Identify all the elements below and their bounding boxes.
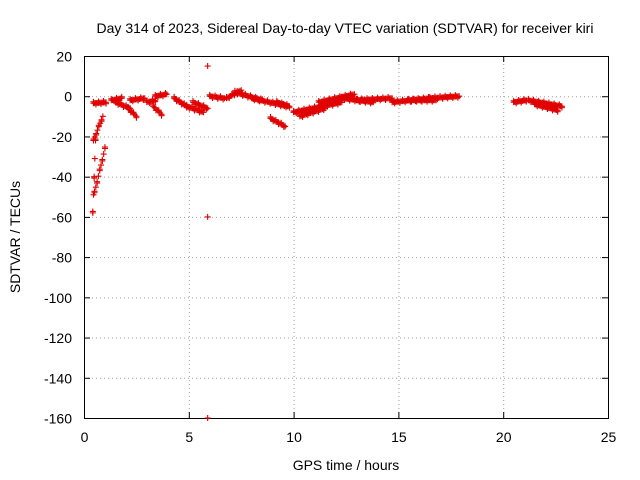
y-tick-label: -20 [52, 129, 72, 145]
data-point [118, 93, 125, 100]
y-tick-label: 20 [56, 49, 72, 65]
data-point [151, 104, 158, 111]
data-point [426, 93, 433, 100]
data-point [94, 127, 101, 134]
data-point [95, 173, 102, 180]
data-point [437, 93, 444, 100]
data-point [200, 109, 207, 116]
data-point [369, 94, 376, 101]
data-point [158, 112, 165, 119]
data-point [322, 105, 329, 112]
x-tick-label: 20 [496, 429, 512, 445]
data-point [353, 95, 360, 102]
data-point [447, 92, 454, 99]
data-point [125, 103, 132, 110]
data-point [99, 113, 106, 120]
data-point [385, 94, 392, 101]
data-point [91, 155, 98, 162]
outlier-point [204, 63, 211, 70]
data-point [456, 93, 463, 100]
data-point [93, 131, 100, 138]
data-point [424, 98, 431, 105]
x-axis-label: GPS time / hours [293, 457, 400, 473]
x-tick-label: 25 [601, 429, 617, 445]
data-point [89, 208, 96, 215]
x-tick-label: 5 [185, 429, 193, 445]
data-point [282, 123, 289, 130]
data-point [103, 100, 110, 107]
data-point [155, 107, 162, 114]
plot-frame [84, 56, 609, 419]
data-point [99, 157, 106, 164]
x-tick-label: 10 [286, 429, 302, 445]
data-points [89, 63, 565, 421]
data-point [94, 180, 101, 187]
outlier-point [204, 213, 211, 220]
y-tick-label: -140 [44, 370, 72, 386]
data-point [280, 124, 287, 131]
data-point [163, 91, 170, 98]
data-point [91, 188, 98, 195]
x-tick-label: 0 [81, 429, 89, 445]
x-axis: 0 5 10 15 20 25 [81, 56, 617, 445]
data-point [220, 96, 227, 103]
data-point [452, 92, 459, 99]
data-point [411, 95, 418, 102]
y-tick-label: -120 [44, 330, 72, 346]
data-point [204, 105, 211, 112]
data-point [431, 93, 438, 100]
data-point [132, 111, 139, 118]
chart-title: Day 314 of 2023, Sidereal Day-to-day VTE… [97, 20, 594, 36]
data-point [96, 166, 103, 173]
data-point [405, 95, 412, 102]
data-point [98, 162, 105, 169]
y-tick-label: -80 [52, 250, 72, 266]
data-point [554, 108, 561, 115]
data-point [133, 114, 140, 121]
y-axis: -160 -140 -120 -100 -80 -60 -40 -20 0 20 [44, 49, 608, 427]
y-tick-label: -100 [44, 290, 72, 306]
data-point [413, 98, 420, 105]
data-point [92, 184, 99, 191]
data-point [91, 175, 98, 182]
data-point [408, 98, 415, 105]
outlier-point [204, 415, 211, 421]
data-point [358, 95, 365, 102]
x-tick-label: 15 [391, 429, 407, 445]
data-point [130, 109, 137, 116]
y-tick-label: -160 [44, 411, 72, 427]
data-point [442, 92, 449, 99]
data-point [421, 95, 428, 102]
data-point [126, 106, 133, 113]
data-point [416, 95, 423, 102]
grid [84, 56, 608, 418]
data-point [558, 104, 565, 111]
data-point [162, 90, 169, 97]
data-point [379, 94, 386, 101]
y-axis-label: SDTVAR / TECUs [7, 181, 23, 293]
y-tick-label: -40 [52, 169, 72, 185]
data-point [418, 98, 425, 105]
data-point [364, 95, 371, 102]
data-point [286, 104, 293, 111]
data-point [152, 98, 159, 105]
y-tick-label: 0 [64, 89, 72, 105]
data-point [374, 94, 381, 101]
data-point [351, 91, 358, 98]
y-tick-label: -60 [52, 209, 72, 225]
data-point [98, 118, 105, 125]
data-point [203, 106, 210, 113]
data-point [100, 151, 107, 158]
data-point [150, 101, 157, 108]
data-point [157, 109, 164, 116]
data-point [101, 144, 108, 151]
